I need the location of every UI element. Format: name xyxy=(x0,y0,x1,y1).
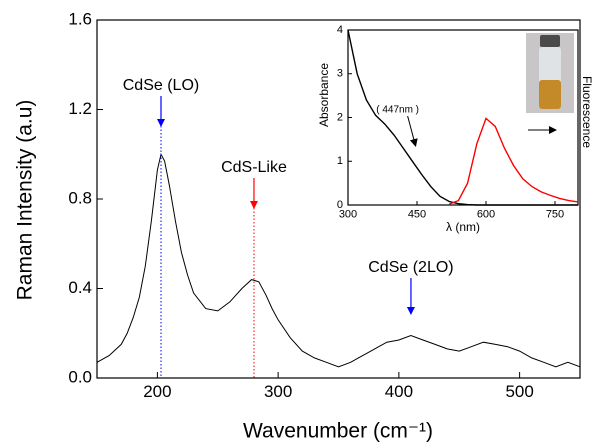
x-tick-label: 300 xyxy=(264,382,292,401)
y-tick-label: 0.8 xyxy=(68,188,92,207)
y-tick-label: 0.0 xyxy=(68,367,92,386)
y-tick-label: 0 xyxy=(337,199,343,211)
annotation-arrow xyxy=(407,115,418,147)
vial-liquid xyxy=(539,80,561,109)
vial-photo xyxy=(526,33,574,113)
annotation: CdSe (LO) xyxy=(123,77,199,94)
data-line xyxy=(96,152,581,368)
y-tick-label: 3 xyxy=(337,68,343,80)
annotation: CdSe (2LO) xyxy=(368,259,453,276)
vial-cap xyxy=(540,35,560,47)
x-axis-label: λ (nm) xyxy=(446,220,480,234)
x-tick-label: 600 xyxy=(477,208,495,220)
x-tick-label: 300 xyxy=(339,208,357,220)
y-tick-label: 1.6 xyxy=(68,9,92,28)
y-axis-label: Raman Intensity (a.u) xyxy=(14,100,37,301)
x-tick-label: 450 xyxy=(408,208,426,220)
x-tick-label: 750 xyxy=(546,208,564,220)
y-tick-label: 1 xyxy=(337,155,343,167)
data-line xyxy=(347,29,578,206)
x-tick-label: 400 xyxy=(385,382,413,401)
y-tick-label: 4 xyxy=(337,24,343,36)
y2-axis-label: Fluorescence xyxy=(580,76,594,148)
y-tick-label: 1.2 xyxy=(68,99,92,118)
annotation: CdS-Like xyxy=(221,159,287,176)
x-tick-label: 500 xyxy=(505,382,533,401)
y-axis-label: Absorbance xyxy=(317,63,331,127)
x-axis-label: Wavenumber (cm⁻¹) xyxy=(243,420,433,443)
y-tick-label: 2 xyxy=(337,111,343,123)
y-tick-label: 0.4 xyxy=(68,278,92,297)
annotation: ( 447nm ) xyxy=(376,105,419,116)
x-tick-label: 200 xyxy=(143,382,171,401)
data-line xyxy=(448,117,579,205)
